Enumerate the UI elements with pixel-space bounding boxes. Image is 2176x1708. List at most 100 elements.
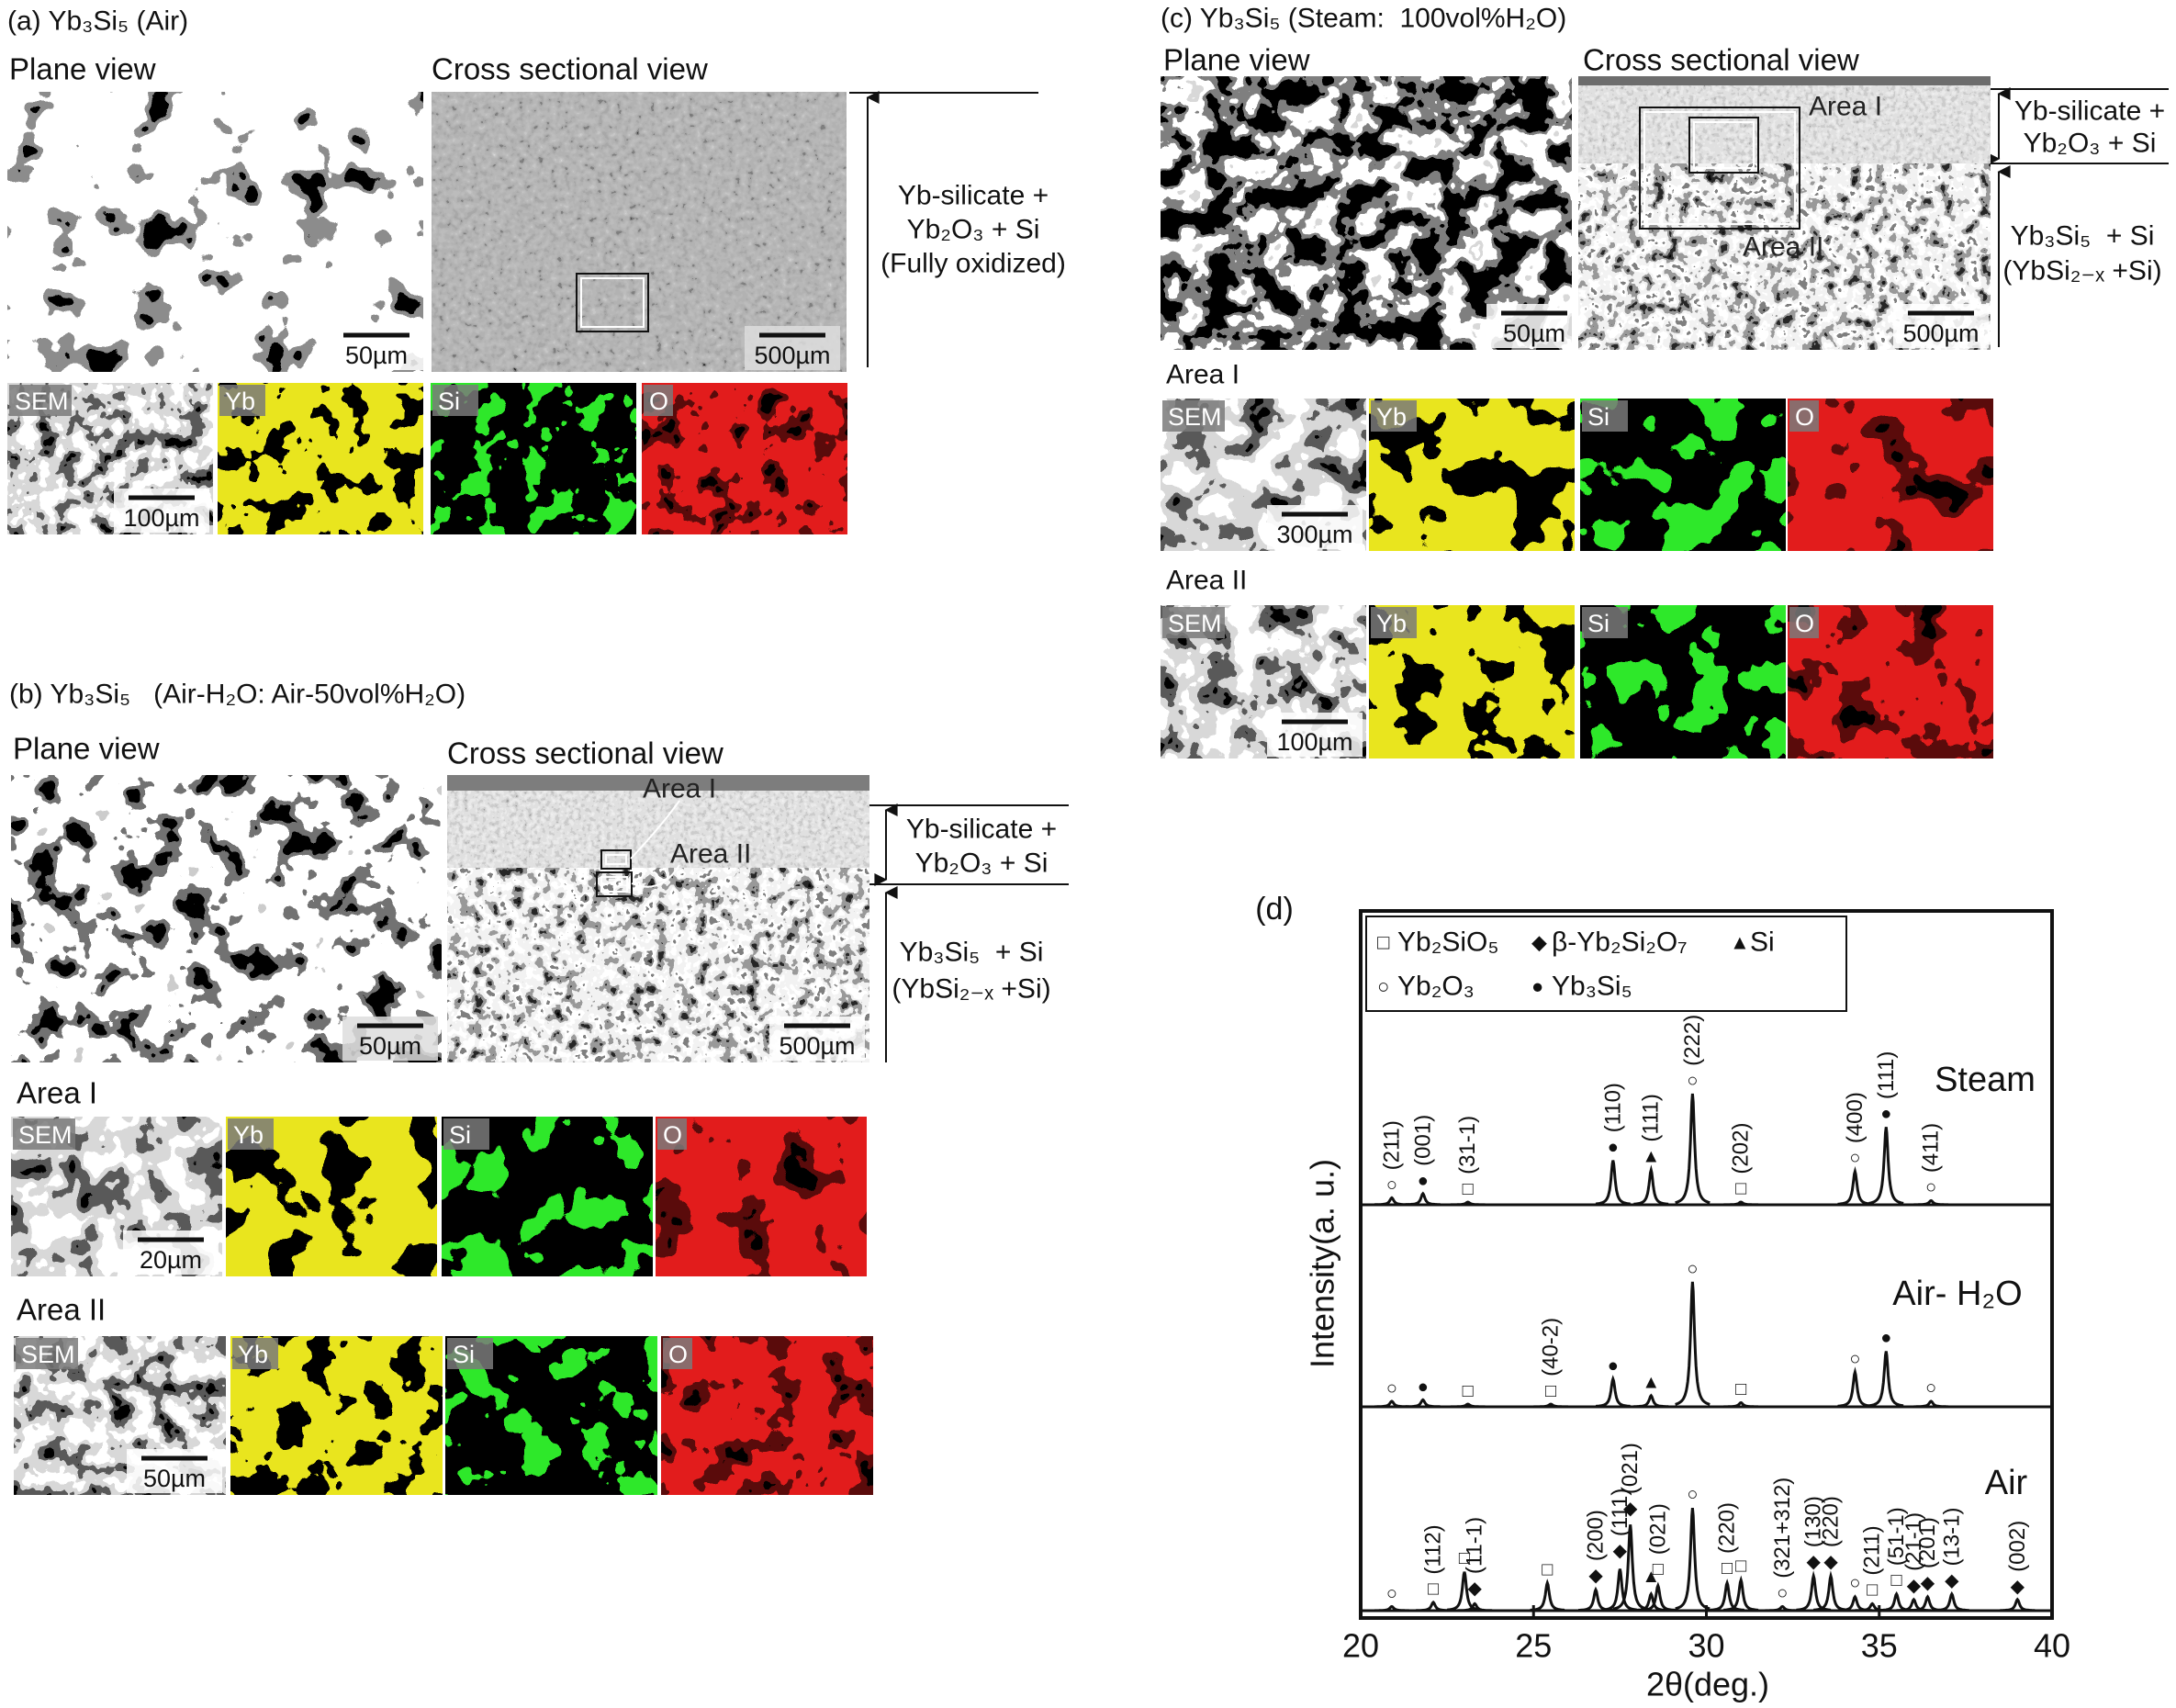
peak-symbol: ○: [1687, 1259, 1698, 1279]
map-label-bg: [663, 1338, 692, 1369]
peak-symbol: □: [1463, 1179, 1474, 1199]
peak-label: (111): [1874, 1051, 1899, 1099]
peak-label: (130): [1801, 1496, 1826, 1547]
peak-symbol: ●: [1880, 1328, 1891, 1348]
peak: [1675, 1281, 1711, 1406]
micrograph: [642, 383, 847, 534]
peak-symbol: ○: [1777, 1583, 1788, 1603]
peak-label: (411): [1919, 1123, 1944, 1173]
peak: [1374, 1196, 1409, 1207]
area-label: Area II: [1166, 566, 1247, 596]
peak: [1868, 1127, 1904, 1205]
panel-title: (b) Yb₃Si₅ (Air-H₂O: Air-50vol%H₂O): [9, 680, 465, 710]
peak-symbol: ●: [1418, 1171, 1429, 1191]
map-label-bg: [1162, 607, 1225, 638]
peak-symbol: ◆: [1613, 1541, 1628, 1561]
peak-symbol: ◆: [1907, 1576, 1922, 1596]
map-label-bg: [1371, 400, 1417, 432]
legend-box: [1365, 916, 1847, 1012]
peak: [1675, 1093, 1711, 1205]
peak-symbol: ◆: [1588, 1566, 1603, 1586]
peak: [1896, 1597, 1932, 1612]
peak: [1533, 1402, 1568, 1409]
map-label: SEM: [1168, 403, 1222, 431]
peak-symbol: ◆: [2011, 1577, 2025, 1597]
peak-symbol: ○: [1386, 1174, 1397, 1195]
peak: [1450, 1200, 1486, 1207]
x-tick-label: 35: [1861, 1627, 1898, 1665]
map-label: Si: [1587, 403, 1610, 431]
peak-symbol: □: [1722, 1558, 1733, 1579]
legend-text: Yb₂O₃: [1397, 972, 1475, 1002]
map-label: SEM: [1168, 610, 1222, 637]
micrograph: [1788, 399, 1993, 551]
peak: [1710, 1579, 1744, 1612]
map-label: O: [649, 388, 668, 415]
scale-text: 50µm: [143, 1465, 206, 1492]
peak: [1446, 1571, 1482, 1612]
peak-symbol: □: [1891, 1570, 1902, 1590]
panel-title: (a) Yb₃Si₅ (Air): [7, 6, 188, 37]
peak-label: (201): [1915, 1517, 1940, 1568]
layer-text: Yb₂O₃ + Si: [907, 215, 1040, 245]
view-label: Cross sectional view: [432, 52, 708, 86]
peak-symbol: □: [1735, 1179, 1746, 1199]
map-label-bg: [1582, 607, 1628, 638]
peak-symbol: □: [1653, 1559, 1664, 1579]
peak-symbol: ○: [1849, 1349, 1860, 1369]
legend-text: Yb₂SiO₅: [1397, 927, 1498, 958]
layer-text: Yb₃Si₅ + Si: [900, 938, 1044, 968]
peak-label: (001): [1410, 1115, 1435, 1166]
peak-label: (112): [1421, 1524, 1446, 1574]
map-label: Si: [449, 1121, 471, 1149]
series-label: Steam: [1935, 1061, 2036, 1099]
map-label-bg: [228, 1118, 274, 1150]
area-box: [605, 854, 627, 865]
series-label: Air: [1985, 1464, 2028, 1502]
peak: [1450, 1402, 1486, 1409]
map-label-bg: [657, 1118, 687, 1150]
map-label: Yb: [238, 1341, 268, 1368]
map-label: Si: [438, 388, 460, 415]
legend-text: β-Yb₂Si₂O₇: [1552, 927, 1688, 958]
peak-label: (222): [1680, 1015, 1705, 1066]
micrograph: [1578, 85, 1991, 163]
peak-symbol: ○: [1687, 1484, 1698, 1504]
scale-text: 500µm: [754, 342, 830, 369]
area-box: [1639, 107, 1800, 230]
micrograph: [1578, 76, 1991, 85]
map-label: Si: [453, 1341, 475, 1368]
view-label: Cross sectional view: [447, 736, 723, 770]
layer-text: (Fully oxidized): [880, 249, 1066, 279]
legend-symbol: □: [1377, 931, 1389, 954]
view-label: Plane view: [1163, 43, 1310, 77]
view-label: Cross sectional view: [1583, 43, 1859, 77]
area-label: Area I: [17, 1076, 97, 1110]
legend-symbol: ▲: [1730, 931, 1750, 954]
map-label: SEM: [18, 1121, 73, 1149]
peak-label: (13-1): [1939, 1507, 1964, 1566]
peak-label: (021): [1645, 1503, 1670, 1555]
area-box: [600, 849, 632, 870]
legend-text: Si: [1750, 927, 1775, 958]
peak: [1837, 1366, 1873, 1408]
peak-label: (40-2): [1539, 1318, 1564, 1377]
peak: [1374, 1399, 1409, 1409]
layer-text: Yb₃Si₅ + Si: [2011, 221, 2155, 252]
area-mark: Area II: [670, 839, 751, 870]
peak-symbol: ●: [1418, 1377, 1429, 1397]
scale-text: 20µm: [140, 1246, 202, 1274]
peak: [1723, 1575, 1759, 1612]
legend-text: Yb₃Si₅: [1552, 972, 1632, 1002]
peak: [1612, 1524, 1648, 1611]
peak-label: (51-1): [1884, 1507, 1909, 1566]
x-axis-label: 2θ(deg.): [1646, 1666, 1769, 1703]
peak-symbol: ▲: [1642, 1372, 1660, 1392]
map-label: SEM: [21, 1341, 75, 1368]
peak: [1530, 1579, 1565, 1612]
peak-symbol: ◆: [1623, 1499, 1638, 1519]
peak: [1596, 1375, 1631, 1408]
peak-symbol: □: [1545, 1381, 1556, 1401]
peak-label: (11-1): [1463, 1517, 1487, 1574]
